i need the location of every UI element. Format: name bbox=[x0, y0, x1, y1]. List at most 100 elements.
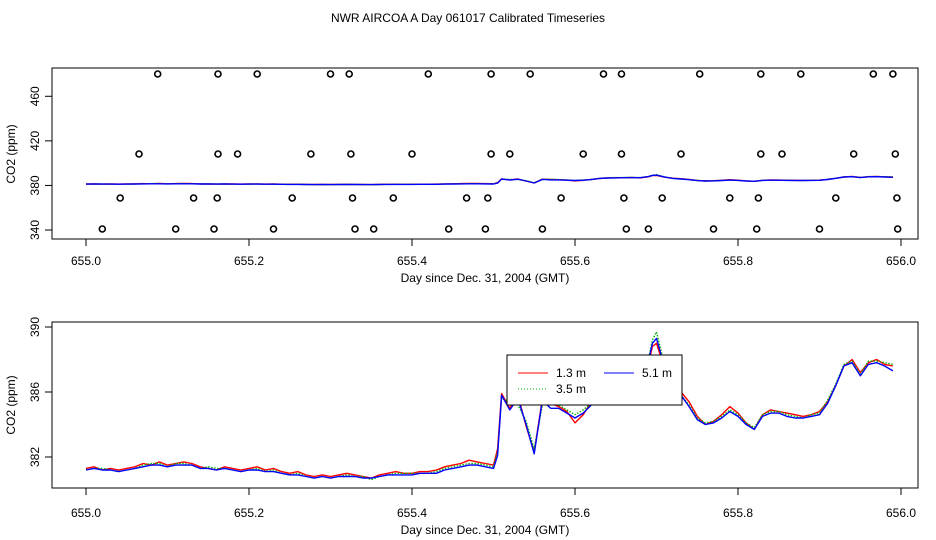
legend: 1.3 m 3.5 m 5.1 m bbox=[506, 354, 683, 406]
reference-point bbox=[622, 225, 631, 233]
reference-point bbox=[481, 225, 490, 233]
x-tick-label: 655.2 bbox=[234, 506, 264, 520]
reference-point bbox=[778, 150, 786, 158]
legend-label-1-3m: 1.3 m bbox=[556, 366, 586, 380]
reference-point bbox=[752, 225, 761, 233]
reference-point bbox=[348, 194, 357, 202]
reference-point bbox=[725, 194, 734, 202]
reference-point bbox=[487, 70, 495, 78]
reference-point bbox=[893, 194, 901, 202]
panel-2-x-label: Day since Dec. 31, 2004 (GMT) bbox=[401, 523, 570, 537]
reference-point bbox=[210, 225, 218, 233]
reference-point bbox=[557, 194, 565, 202]
reference-point bbox=[189, 194, 198, 202]
y-tick-label: 340 bbox=[28, 220, 42, 240]
reference-point bbox=[644, 225, 653, 233]
panel-2-series bbox=[85, 331, 894, 481]
reference-point bbox=[756, 150, 765, 158]
reference-point bbox=[389, 194, 398, 202]
legend-box bbox=[506, 354, 683, 406]
reference-point bbox=[869, 70, 878, 78]
reference-point bbox=[617, 70, 626, 78]
x-tick-label: 656.0 bbox=[886, 506, 916, 520]
panel-1-y-label: CO2 (ppm) bbox=[4, 124, 18, 183]
y-tick-label: 380 bbox=[28, 175, 42, 195]
x-tick-label: 655.6 bbox=[560, 254, 590, 268]
reference-point bbox=[695, 70, 704, 78]
y-tick-label: 460 bbox=[28, 86, 42, 106]
reference-point bbox=[891, 150, 900, 158]
reference-point bbox=[462, 194, 471, 202]
legend-label-3-5m: 3.5 m bbox=[556, 382, 586, 396]
reference-point bbox=[620, 194, 628, 202]
series-line-1-3-m bbox=[85, 342, 894, 479]
x-tick-label: 655.8 bbox=[723, 506, 753, 520]
reference-point bbox=[849, 150, 858, 158]
reference-point bbox=[98, 225, 107, 233]
reference-point bbox=[347, 150, 355, 158]
reference-point bbox=[815, 225, 824, 233]
reference-point bbox=[505, 150, 514, 158]
reference-point bbox=[756, 70, 765, 78]
reference-point bbox=[345, 70, 354, 78]
series-line-5-1-m bbox=[85, 337, 894, 479]
series-line-3-5-m bbox=[85, 331, 894, 481]
chart-title: NWR AIRCOA A Day 061017 Calibrated Times… bbox=[331, 11, 605, 25]
panel-2-y-axis: 382 386 390 bbox=[28, 317, 53, 467]
x-tick-label: 655.4 bbox=[397, 254, 427, 268]
reference-point bbox=[269, 225, 278, 233]
reference-point bbox=[526, 70, 535, 78]
reference-point bbox=[831, 194, 840, 202]
panel-1-series bbox=[85, 173, 893, 186]
legend-label-5-1m: 5.1 m bbox=[642, 366, 672, 380]
reference-point bbox=[893, 225, 902, 233]
reference-point bbox=[213, 194, 221, 202]
panel-1-frame bbox=[51, 67, 919, 240]
panel-1-x-label: Day since Dec. 31, 2004 (GMT) bbox=[401, 271, 570, 285]
reference-point bbox=[487, 150, 495, 158]
series-line-5-1-m bbox=[85, 174, 893, 186]
reference-point bbox=[135, 150, 143, 158]
reference-point bbox=[214, 70, 222, 78]
x-tick-label: 655.0 bbox=[71, 254, 101, 268]
reference-point bbox=[307, 150, 315, 158]
panel-2: 655.0 655.2 655.4 655.6 655.8 656.0 382 386 390… bbox=[4, 317, 919, 537]
panel-2-x-axis: 655.0 655.2 655.4 655.6 655.8 656.0 bbox=[71, 487, 916, 520]
x-tick-label: 655.0 bbox=[71, 506, 101, 520]
reference-point bbox=[796, 70, 805, 78]
y-tick-label: 382 bbox=[28, 447, 42, 467]
reference-point bbox=[351, 225, 359, 233]
reference-point bbox=[658, 194, 667, 202]
panel-1-x-axis: 655.0 655.2 655.4 655.6 655.8 656.0 bbox=[71, 238, 916, 268]
x-tick-label: 655.4 bbox=[397, 506, 427, 520]
reference-point bbox=[444, 225, 453, 233]
panel-2-y-label: CO2 (ppm) bbox=[4, 375, 18, 434]
reference-point bbox=[288, 194, 297, 202]
reference-point bbox=[233, 150, 242, 158]
reference-point bbox=[116, 194, 124, 202]
x-tick-label: 655.6 bbox=[560, 506, 590, 520]
y-tick-label: 386 bbox=[28, 382, 42, 402]
x-tick-label: 656.0 bbox=[886, 254, 916, 268]
reference-point bbox=[326, 70, 335, 78]
x-tick-label: 655.2 bbox=[234, 254, 264, 268]
x-tick-label: 655.8 bbox=[723, 254, 753, 268]
reference-point bbox=[599, 70, 608, 78]
reference-point bbox=[617, 150, 626, 158]
reference-point bbox=[153, 70, 162, 78]
reference-point bbox=[214, 150, 222, 158]
y-tick-label: 390 bbox=[28, 317, 42, 337]
reference-point bbox=[538, 225, 547, 233]
reference-point bbox=[253, 70, 262, 78]
reference-point bbox=[889, 70, 897, 78]
reference-point bbox=[424, 70, 433, 78]
reference-point bbox=[709, 225, 718, 233]
panel-1: 655.0 655.2 655.4 655.6 655.8 656.0 340 380 420… bbox=[4, 67, 919, 285]
reference-point bbox=[677, 150, 685, 158]
panel-1-y-axis: 340 380 420 460 bbox=[28, 86, 53, 240]
reference-point bbox=[483, 194, 492, 202]
reference-point bbox=[171, 225, 180, 233]
reference-point bbox=[408, 150, 416, 158]
y-tick-label: 420 bbox=[28, 131, 42, 151]
